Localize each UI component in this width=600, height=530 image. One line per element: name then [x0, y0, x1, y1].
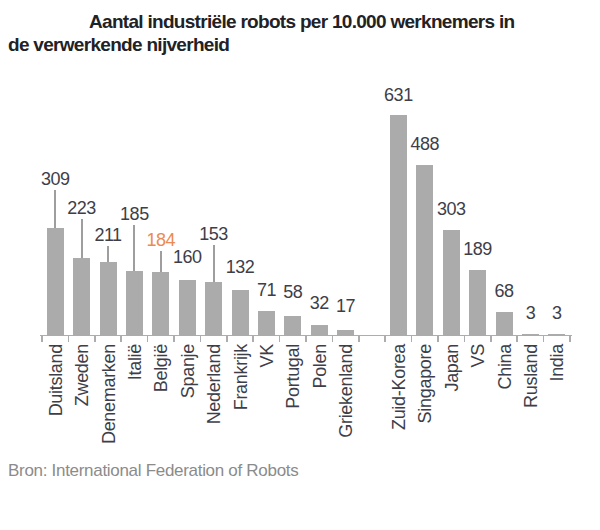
x-axis-tick [516, 336, 518, 342]
value-label-india: 3 [529, 304, 585, 322]
x-label-zuid-korea: Zuid-Korea [389, 344, 409, 430]
x-label-rusland: Rusland [521, 344, 541, 408]
bar-duitsland [47, 228, 64, 336]
x-axis-tick [411, 336, 413, 342]
value-label-griekenland: 17 [318, 297, 374, 315]
x-label-denemarken: Denemarken [99, 344, 119, 444]
x-label-nederland: Nederland [204, 344, 224, 424]
value-label-vs: 189 [450, 240, 506, 258]
x-label-itali-: Italië [125, 344, 145, 380]
bar-griekenland [337, 330, 354, 336]
bar-india [548, 334, 565, 336]
value-label-zweden: 223 [54, 199, 110, 217]
source-note: Bron: International Federation of Robots [8, 461, 298, 481]
bar-vk [258, 311, 275, 336]
x-label-griekenland: Griekenland [336, 344, 356, 438]
x-label-india: India [547, 344, 567, 382]
x-axis-tick [490, 336, 492, 342]
bar-chart-plot-area: 309 Duitsland 223 Zweden 211 Denemarken 185 Ita… [0, 0, 600, 530]
x-axis-tick [358, 336, 360, 342]
bar-singapore [416, 165, 433, 336]
x-axis-tick [173, 336, 175, 342]
x-axis-tick [252, 336, 254, 342]
x-axis-tick [226, 336, 228, 342]
value-label-japan: 303 [423, 200, 479, 218]
bar-portugal [284, 316, 301, 336]
bar-zweden [73, 258, 90, 336]
value-label-nederland: 153 [186, 225, 242, 243]
x-label-singapore: Singapore [415, 344, 435, 423]
x-label-spanje: Spanje [178, 344, 198, 398]
leader-line-denemarken [107, 246, 109, 262]
x-label-vs: VS [468, 344, 488, 367]
x-axis-tick [464, 336, 466, 342]
x-label-china: China [495, 344, 515, 390]
x-label-vk: VK [257, 344, 277, 367]
value-label-frankrijk: 132 [212, 258, 268, 276]
value-label-duitsland: 309 [27, 170, 83, 188]
bar-vs [469, 270, 486, 336]
bar-nederland [205, 282, 222, 336]
value-label-zuid-korea: 631 [370, 86, 426, 104]
x-label-japan: Japan [442, 344, 462, 392]
value-label-denemarken: 211 [80, 226, 136, 244]
x-axis-tick [200, 336, 202, 342]
bar-polen [311, 325, 328, 336]
value-label-itali-: 185 [106, 205, 162, 223]
x-axis-tick [41, 336, 43, 342]
x-axis-tick [543, 336, 545, 342]
x-axis-tick [279, 336, 281, 342]
bar-denemarken [100, 262, 117, 336]
x-axis-tick [437, 336, 439, 342]
x-axis-tick [384, 336, 386, 342]
x-axis-tick [147, 336, 149, 342]
x-label-belgi-: België [151, 344, 171, 392]
x-label-frankrijk: Frankrijk [231, 344, 251, 410]
x-axis-tick [569, 336, 571, 342]
x-label-zweden: Zweden [72, 344, 92, 406]
x-axis-tick [68, 336, 70, 342]
x-axis-tick [120, 336, 122, 342]
value-label-spanje: 160 [159, 248, 215, 266]
x-axis-tick [332, 336, 334, 342]
x-axis-tick [305, 336, 307, 342]
bar-spanje [179, 280, 196, 336]
value-label-singapore: 488 [397, 135, 453, 153]
bar-rusland [522, 334, 539, 336]
x-label-duitsland: Duitsland [46, 344, 66, 416]
bar-belgi- [152, 272, 169, 336]
robot-density-bar-chart-figure: Aantal industriële robots per 10.000 wer… [0, 0, 600, 530]
x-label-portugal: Portugal [283, 344, 303, 409]
x-axis-tick [94, 336, 96, 342]
bar-itali- [126, 271, 143, 336]
x-label-polen: Polen [310, 344, 330, 389]
value-label-china: 68 [476, 282, 532, 300]
